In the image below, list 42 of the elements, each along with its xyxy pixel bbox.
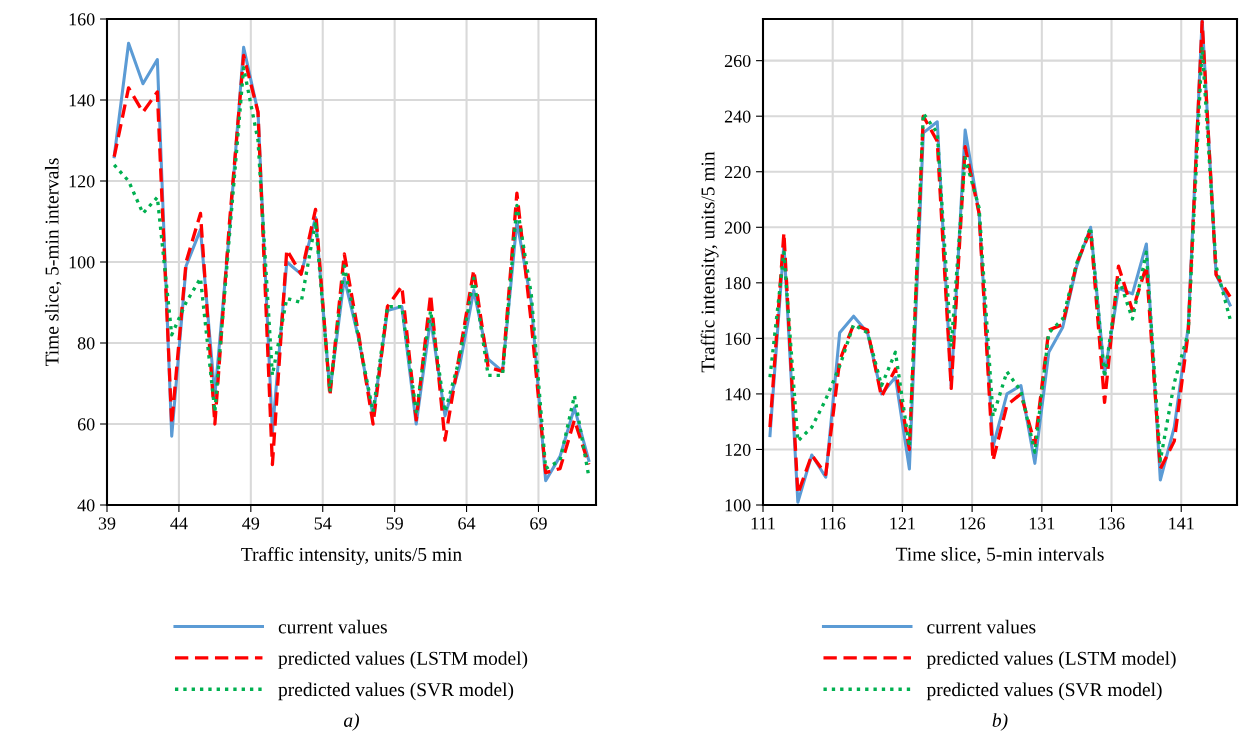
- legend-label: predicted values (SVR model): [278, 682, 514, 701]
- x-tick-label: 44: [170, 517, 188, 530]
- y-tick-label: 80: [77, 337, 95, 350]
- y-tick-label: 100: [69, 256, 95, 269]
- x-tick-label: 136: [1099, 517, 1125, 530]
- y-tick-label: 120: [69, 175, 95, 188]
- y-tick-label: 160: [725, 332, 751, 345]
- y-tick-label: 240: [724, 110, 751, 123]
- legend-label: predicted values (LSTM model): [926, 651, 1176, 669]
- x-tick-label: 121: [890, 517, 915, 530]
- x-axis-title: Time slice, 5-min intervals: [895, 547, 1104, 564]
- y-tick-label: 140: [69, 94, 95, 107]
- x-tick-label: 64: [458, 517, 476, 530]
- x-tick-label: 111: [751, 517, 775, 530]
- y-tick-label: 120: [725, 443, 751, 456]
- x-tick-label: 131: [1029, 517, 1055, 530]
- x-axis-title: Traffic intensity, units/5 min: [241, 547, 462, 565]
- legend-label: predicted values (SVR model): [926, 682, 1162, 701]
- y-axis-title: Time slice, 5-min intervals: [44, 158, 62, 367]
- y-tick-label: 60: [77, 418, 95, 431]
- x-tick-label: 116: [821, 517, 846, 530]
- y-tick-label: 260: [724, 54, 751, 68]
- legend-label: current values: [278, 619, 387, 634]
- legend-label: predicted values (LSTM model): [278, 651, 528, 669]
- y-tick-label: 220: [724, 166, 751, 179]
- x-tick-label: 39: [98, 517, 116, 530]
- text: b): [992, 713, 1008, 731]
- legend-label: current values: [927, 619, 1036, 634]
- y-tick-label: 40: [77, 499, 95, 512]
- x-tick-label: 69: [530, 517, 547, 530]
- y-tick-label: 200: [724, 221, 751, 234]
- y-axis-title: Traffic intensity, units/5 min: [700, 151, 719, 373]
- y-tick-label: 160: [69, 13, 95, 26]
- y-tick-label: 100: [725, 499, 751, 512]
- x-tick-label: 54: [314, 517, 332, 530]
- x-tick-label: 126: [960, 517, 986, 530]
- x-tick-label: 141: [1169, 517, 1194, 530]
- x-tick-label: 49: [242, 517, 260, 530]
- x-tick-label: 59: [386, 517, 403, 530]
- y-tick-label: 180: [725, 277, 751, 290]
- y-tick-label: 140: [725, 388, 751, 401]
- text: a): [343, 713, 359, 731]
